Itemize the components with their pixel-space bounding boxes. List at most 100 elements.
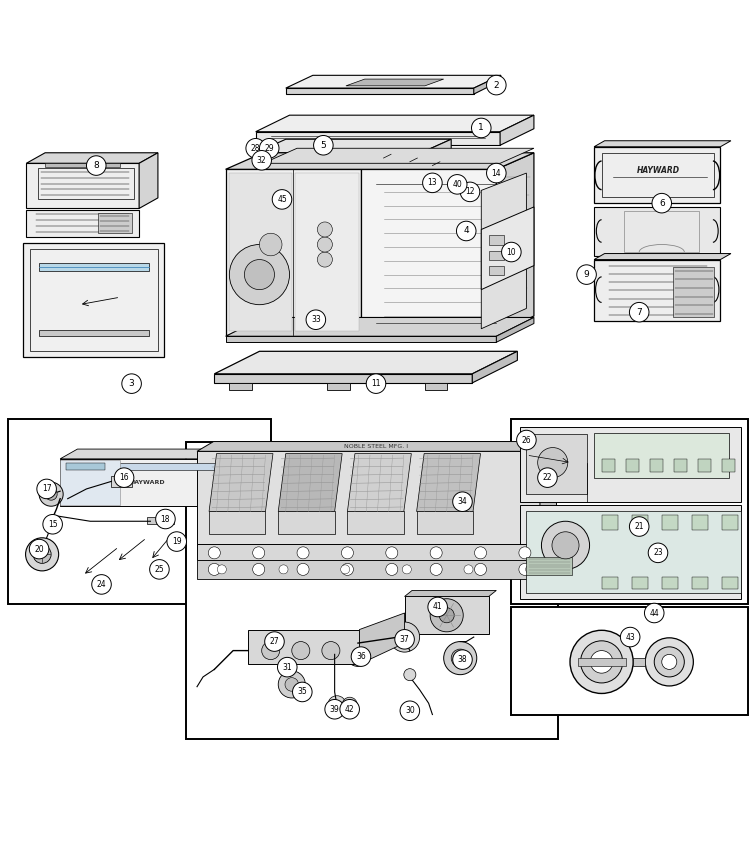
Circle shape — [430, 547, 442, 558]
Text: 33: 33 — [311, 315, 320, 324]
Text: 11: 11 — [371, 379, 381, 388]
Polygon shape — [197, 441, 556, 451]
Circle shape — [314, 135, 333, 155]
Polygon shape — [26, 163, 139, 208]
Circle shape — [341, 564, 353, 575]
Circle shape — [444, 642, 477, 675]
Text: 24: 24 — [97, 580, 106, 589]
Circle shape — [278, 671, 305, 698]
Polygon shape — [673, 267, 714, 317]
Polygon shape — [417, 512, 473, 534]
Polygon shape — [594, 141, 731, 147]
Polygon shape — [425, 382, 447, 390]
Polygon shape — [496, 317, 534, 343]
Circle shape — [262, 642, 280, 660]
Circle shape — [538, 468, 557, 487]
Circle shape — [629, 303, 649, 322]
Polygon shape — [8, 419, 271, 604]
Polygon shape — [526, 557, 572, 575]
Circle shape — [317, 222, 332, 237]
Circle shape — [317, 237, 332, 252]
Text: 23: 23 — [653, 548, 663, 558]
Polygon shape — [226, 337, 496, 343]
Circle shape — [86, 156, 106, 175]
Polygon shape — [594, 147, 720, 203]
Circle shape — [644, 604, 664, 623]
Polygon shape — [496, 153, 534, 335]
Text: 15: 15 — [48, 519, 57, 529]
Polygon shape — [674, 459, 687, 472]
Circle shape — [662, 654, 677, 670]
Circle shape — [341, 565, 350, 574]
Polygon shape — [197, 560, 540, 579]
Circle shape — [620, 627, 640, 647]
Circle shape — [404, 669, 416, 681]
Polygon shape — [662, 515, 678, 530]
Circle shape — [29, 539, 49, 558]
Polygon shape — [417, 454, 481, 512]
Polygon shape — [632, 577, 648, 589]
Polygon shape — [520, 427, 741, 501]
Text: 35: 35 — [298, 688, 307, 696]
Circle shape — [526, 565, 535, 574]
Text: 43: 43 — [626, 632, 635, 642]
Circle shape — [346, 643, 370, 666]
Circle shape — [552, 532, 579, 558]
Text: 4: 4 — [463, 226, 469, 235]
Polygon shape — [602, 515, 618, 530]
Text: NOBLE STEEL MFG. I: NOBLE STEEL MFG. I — [344, 445, 408, 450]
Text: 41: 41 — [433, 603, 442, 611]
Text: 6: 6 — [659, 199, 665, 207]
Circle shape — [306, 310, 326, 330]
Circle shape — [456, 221, 476, 241]
Polygon shape — [26, 153, 158, 163]
Circle shape — [645, 638, 693, 686]
Text: 19: 19 — [172, 537, 181, 546]
Circle shape — [297, 564, 309, 575]
Polygon shape — [214, 374, 472, 382]
Text: 5: 5 — [320, 141, 326, 150]
Polygon shape — [256, 153, 421, 163]
Circle shape — [92, 575, 111, 594]
Text: 18: 18 — [161, 514, 170, 524]
Circle shape — [475, 564, 487, 575]
Text: 42: 42 — [345, 705, 354, 714]
Circle shape — [279, 565, 288, 574]
Polygon shape — [209, 512, 265, 534]
Circle shape — [652, 194, 672, 213]
Polygon shape — [256, 116, 534, 132]
Text: 40: 40 — [453, 180, 462, 189]
Text: 7: 7 — [636, 308, 642, 317]
Polygon shape — [489, 251, 504, 259]
Text: 39: 39 — [330, 705, 339, 714]
Circle shape — [342, 697, 357, 712]
Text: 28: 28 — [251, 144, 260, 153]
Circle shape — [519, 547, 531, 558]
Polygon shape — [98, 213, 132, 233]
Polygon shape — [226, 153, 534, 169]
Polygon shape — [60, 459, 235, 507]
Text: 9: 9 — [584, 270, 590, 279]
Polygon shape — [602, 459, 615, 472]
Polygon shape — [692, 577, 708, 589]
Polygon shape — [511, 607, 748, 715]
Circle shape — [400, 701, 420, 721]
Text: 14: 14 — [492, 168, 501, 178]
Polygon shape — [39, 331, 149, 337]
Polygon shape — [286, 76, 501, 88]
Polygon shape — [650, 459, 663, 472]
Polygon shape — [722, 515, 738, 530]
Polygon shape — [421, 139, 451, 163]
Text: 26: 26 — [522, 435, 531, 445]
Polygon shape — [226, 169, 361, 335]
Polygon shape — [405, 591, 496, 597]
Polygon shape — [594, 253, 731, 259]
Circle shape — [252, 150, 271, 170]
Circle shape — [570, 631, 633, 694]
Polygon shape — [23, 243, 164, 357]
Circle shape — [451, 649, 469, 667]
Polygon shape — [626, 459, 639, 472]
Circle shape — [297, 547, 309, 558]
Circle shape — [229, 245, 290, 304]
Text: 17: 17 — [42, 484, 51, 493]
